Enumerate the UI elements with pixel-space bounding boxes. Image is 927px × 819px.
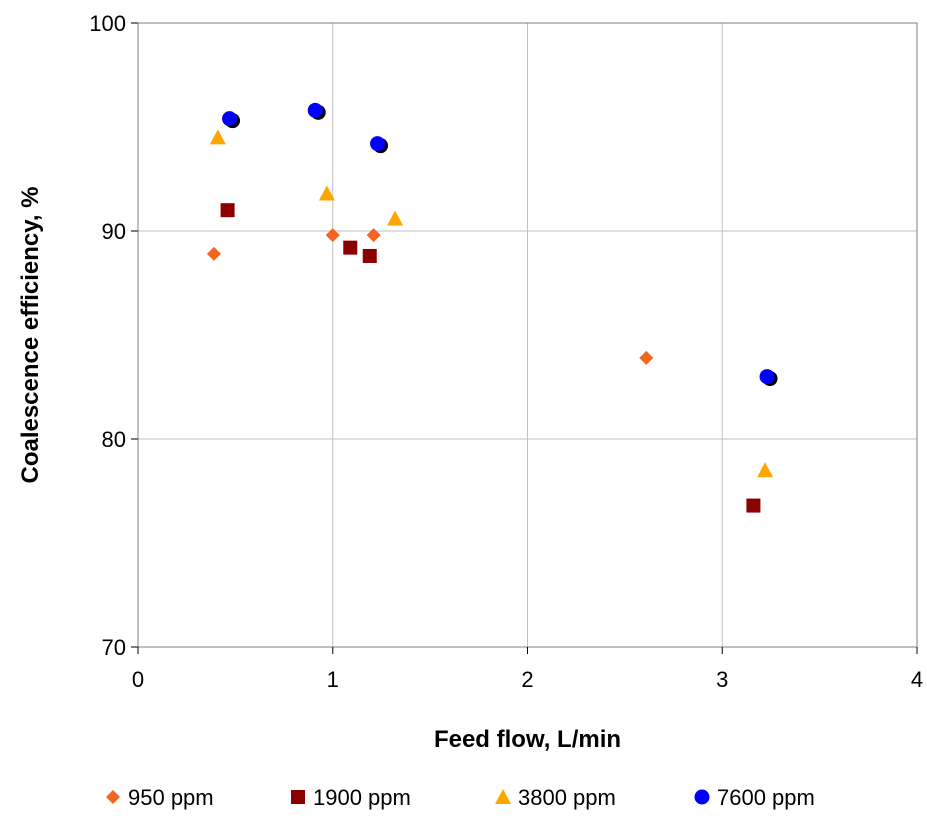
legend-item: 1900 ppm xyxy=(291,785,411,810)
legend-label: 1900 ppm xyxy=(313,785,411,810)
legend-item: 7600 ppm xyxy=(694,785,815,810)
data-point xyxy=(370,136,386,152)
data-point xyxy=(387,210,404,226)
data-point xyxy=(325,228,340,243)
data-point xyxy=(746,498,761,513)
axis-layer: 0 1 2 3 4 70 80 90 100 xyxy=(89,11,923,692)
data-point xyxy=(209,129,226,145)
legend-label: 950 ppm xyxy=(128,785,214,810)
x-tick-label: 4 xyxy=(911,667,923,692)
series-950-ppm xyxy=(206,228,654,365)
series-7600-ppm xyxy=(222,102,778,387)
y-tick-label: 80 xyxy=(102,427,126,452)
legend-item: 950 ppm xyxy=(106,785,214,810)
data-point xyxy=(307,102,323,118)
y-tick-label: 90 xyxy=(102,219,126,244)
y-tick-label: 100 xyxy=(89,11,126,36)
x-tick-label: 0 xyxy=(132,667,144,692)
data-point xyxy=(318,185,335,201)
legend: 950 ppm 1900 ppm 3800 ppm 7600 ppm xyxy=(106,785,815,810)
legend-marker xyxy=(291,790,305,804)
x-tick-label: 2 xyxy=(521,667,533,692)
data-point xyxy=(362,248,377,263)
legend-label: 3800 ppm xyxy=(518,785,616,810)
data-point xyxy=(639,350,654,365)
data-point xyxy=(366,228,381,243)
y-tick-label: 70 xyxy=(102,635,126,660)
data-point xyxy=(206,246,221,261)
legend-marker xyxy=(106,790,120,804)
legend-marker xyxy=(694,789,710,805)
data-point xyxy=(757,462,774,478)
grid-layer xyxy=(138,22,918,647)
data-point xyxy=(222,111,238,127)
x-tick-label: 3 xyxy=(716,667,728,692)
data-point xyxy=(759,369,775,385)
y-axis-title: Coalescence efficiency, % xyxy=(17,186,44,483)
data-point xyxy=(343,240,358,255)
series-1900-ppm xyxy=(220,203,761,513)
x-axis-title: Feed flow, L/min xyxy=(434,726,621,753)
data-point xyxy=(220,203,235,218)
legend-marker xyxy=(495,789,511,804)
series-3800-ppm xyxy=(209,129,774,478)
legend-label: 7600 ppm xyxy=(717,785,815,810)
legend-item: 3800 ppm xyxy=(495,785,616,810)
data-points-layer xyxy=(206,102,778,513)
x-tick-label: 1 xyxy=(327,667,339,692)
